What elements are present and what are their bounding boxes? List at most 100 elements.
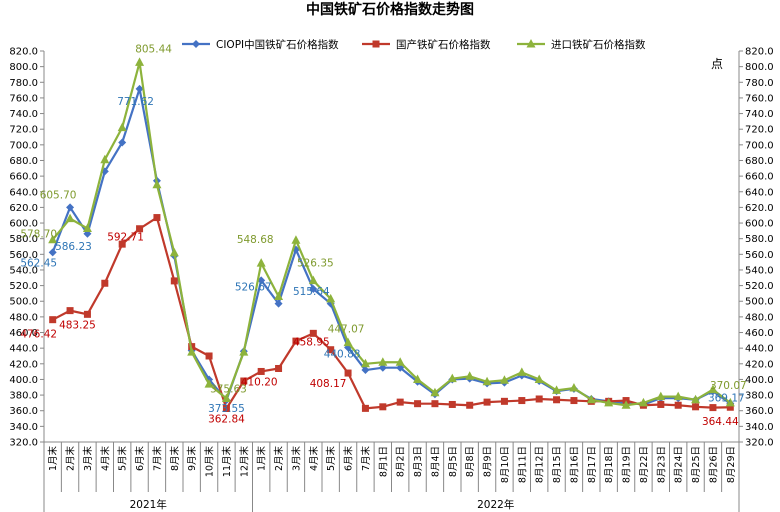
data-label: 562.45 [20, 257, 57, 269]
data-label: 483.25 [59, 319, 96, 331]
legend-label: CIOPI中国铁矿石价格指数 [216, 38, 339, 51]
data-point [240, 377, 248, 385]
data-point [431, 400, 439, 408]
y-tick-label-right: 460.0 [745, 328, 774, 339]
y-tick-label-left: 560.0 [9, 250, 38, 261]
y-tick-label-left: 620.0 [9, 203, 38, 214]
y-tick-label-left: 420.0 [9, 359, 38, 370]
y-tick-label-right: 760.0 [745, 93, 774, 104]
x-tick-label: 11月末 [221, 446, 233, 478]
y-tick-label-right: 600.0 [745, 219, 774, 230]
data-point [308, 275, 318, 285]
y-tick-label-right: 420.0 [745, 359, 774, 370]
data-label: 458.95 [293, 336, 330, 348]
data-point [673, 391, 683, 401]
data-point [360, 358, 370, 368]
x-tick-label: 8月24日 [674, 446, 685, 483]
data-point [691, 394, 701, 404]
x-tick-label: 8月19日 [622, 446, 633, 483]
y-tick-label-left: 680.0 [9, 156, 38, 167]
data-point [65, 213, 75, 223]
y-tick-label-left: 460.0 [9, 328, 38, 339]
x-tick-label: 8月23日 [656, 446, 667, 483]
data-label: 440.88 [324, 348, 361, 360]
data-point [222, 404, 230, 412]
y-tick-label-left: 380.0 [9, 391, 38, 402]
series-2 [49, 214, 734, 412]
y-tick-label-right: 640.0 [745, 187, 774, 198]
x-tick-label: 8月4日 [430, 446, 441, 477]
data-point [638, 397, 648, 407]
x-tick-label: 8月15日 [552, 446, 563, 483]
data-label: 592.71 [107, 232, 144, 244]
y-tick-label-right: 580.0 [745, 234, 774, 245]
data-label: 373.55 [208, 403, 245, 415]
x-tick-label: 5月末 [325, 446, 337, 472]
data-point [309, 285, 318, 294]
data-point [192, 40, 200, 48]
series-line [52, 216, 731, 410]
data-point [309, 329, 317, 337]
data-point [101, 279, 109, 287]
data-label: 362.84 [208, 413, 245, 425]
data-point [692, 403, 700, 411]
data-label: 375.63 [210, 383, 247, 395]
data-point [657, 400, 665, 408]
y-tick-label-left: 640.0 [9, 187, 38, 198]
y-tick-label-right: 440.0 [745, 344, 774, 355]
x-tick-label: 8月8日 [465, 446, 476, 477]
x-tick-label: 8月2日 [396, 446, 407, 477]
y-tick-label-left: 520.0 [9, 281, 38, 292]
data-point [136, 225, 144, 233]
data-point [517, 367, 527, 376]
x-tick-label: 8月12日 [535, 446, 546, 483]
x-tick-label: 6月末 [343, 446, 355, 472]
data-point [66, 203, 75, 212]
x-tick-label: 7月末 [360, 446, 372, 472]
x-tick-label: 8月10日 [500, 446, 511, 483]
axes: 320.0 320.0 340.0 340.0 360.0 360.0 380.0 380.0… [9, 47, 774, 512]
data-point [604, 397, 614, 407]
data-point [204, 379, 214, 388]
data-point [570, 397, 578, 405]
data-point [534, 374, 544, 383]
data-label: 526.35 [297, 258, 334, 270]
data-point [256, 258, 266, 267]
y-tick-label-left: 740.0 [9, 109, 38, 120]
y-tick-label-right: 360.0 [745, 406, 774, 417]
data-label: 771.62 [117, 96, 154, 108]
data-point [344, 369, 352, 377]
series-3 [48, 57, 735, 409]
y-tick-label-left: 760.0 [9, 93, 38, 104]
y-tick-label-right: 320.0 [745, 438, 774, 449]
x-tick-label: 7月末 [151, 446, 163, 472]
y-tick-label-right: 340.0 [745, 422, 774, 433]
y-tick-label-right: 700.0 [745, 140, 774, 151]
data-point [396, 398, 404, 406]
data-point [274, 299, 283, 308]
data-point [482, 376, 492, 386]
data-point [499, 375, 509, 384]
year-label: 2022年 [477, 498, 514, 511]
x-tick-label: 3月末 [82, 446, 94, 472]
y-tick-label-right: 400.0 [745, 375, 774, 386]
data-point [153, 214, 161, 222]
legend-label: 进口铁矿石价格指数 [551, 38, 646, 51]
x-tick-label: 4月末 [308, 446, 320, 472]
x-tick-label: 8月25日 [691, 446, 702, 483]
data-label: 548.68 [237, 234, 274, 246]
y-tick-label-left: 580.0 [9, 234, 38, 245]
data-point [500, 397, 508, 405]
x-tick-label: 8月1日 [378, 446, 389, 477]
data-point [135, 84, 144, 93]
y-tick-label-right: 720.0 [745, 125, 774, 136]
data-point [83, 310, 91, 318]
data-point [292, 337, 300, 345]
data-point [552, 385, 562, 394]
data-point [169, 247, 179, 257]
data-point [621, 400, 631, 409]
data-label: 364.44 [702, 416, 739, 428]
x-tick-label: 8月末 [169, 446, 181, 472]
data-point [465, 371, 475, 380]
data-point [586, 394, 596, 404]
